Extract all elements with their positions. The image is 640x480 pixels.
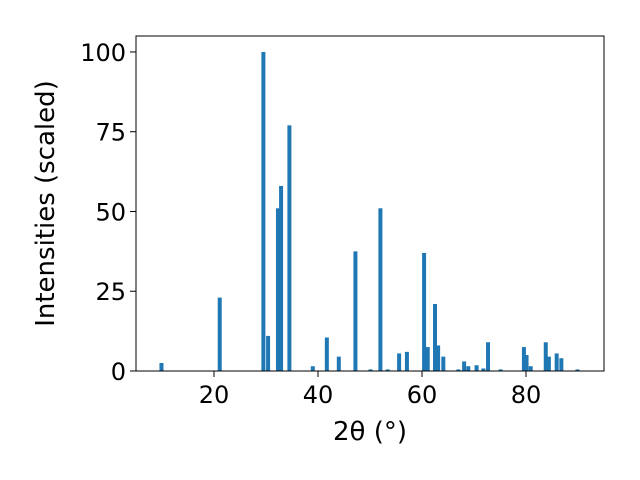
x-tick-label: 80	[511, 381, 542, 409]
bar	[397, 353, 402, 371]
x-tick-label: 20	[199, 381, 230, 409]
bar	[336, 356, 341, 371]
bar	[462, 361, 467, 371]
bar	[543, 342, 548, 371]
bar	[486, 342, 491, 371]
bar	[433, 304, 437, 371]
bar	[559, 358, 564, 371]
bar	[575, 369, 580, 371]
x-axis-label: 2θ (°)	[333, 417, 407, 447]
bar	[466, 366, 471, 371]
bar	[456, 369, 461, 371]
y-tick-label: 50	[95, 198, 126, 226]
bar	[287, 125, 292, 371]
bar	[217, 297, 222, 371]
bar	[385, 369, 390, 371]
bar	[368, 369, 373, 371]
x-tick-label: 60	[407, 381, 438, 409]
bar	[436, 345, 441, 371]
bar	[275, 208, 280, 371]
y-axis-ticks: 0 25 50 75 100	[80, 39, 136, 386]
bar	[404, 351, 409, 371]
bar	[441, 356, 446, 371]
bar	[324, 337, 329, 371]
bar	[279, 185, 284, 371]
bar	[498, 369, 503, 371]
bar	[546, 356, 551, 371]
bar	[310, 366, 315, 371]
y-tick-label: 0	[111, 358, 126, 386]
y-axis-label: Intensities (scaled)	[31, 80, 61, 327]
bar	[266, 335, 271, 371]
bar-series	[159, 51, 580, 371]
bar	[261, 51, 266, 371]
bar	[521, 347, 526, 371]
y-tick-label: 75	[95, 119, 126, 147]
bar	[524, 355, 529, 371]
bar	[528, 366, 533, 371]
bar	[425, 347, 430, 371]
bar	[159, 363, 164, 371]
bar	[422, 252, 427, 371]
bar	[481, 368, 486, 371]
bar	[378, 208, 383, 371]
plot-frame	[135, 35, 605, 372]
bar	[474, 365, 479, 371]
bar	[554, 353, 559, 371]
bar	[353, 251, 358, 371]
x-tick-label: 40	[303, 381, 334, 409]
x-axis-ticks: 20 40 60 80	[199, 371, 542, 409]
y-tick-label: 100	[80, 39, 126, 67]
y-tick-label: 25	[95, 278, 126, 306]
